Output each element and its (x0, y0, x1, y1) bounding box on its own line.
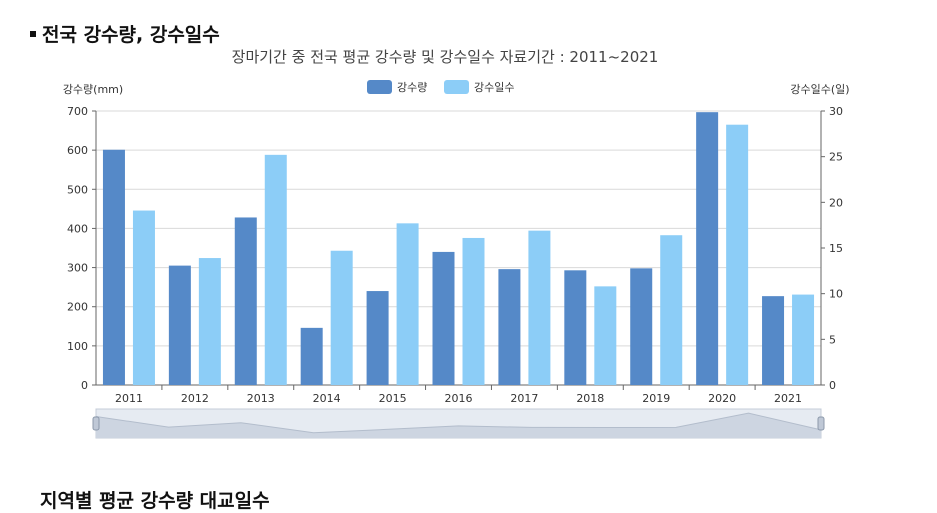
bar-precipitation-2017[interactable] (498, 269, 521, 385)
x-tick-label: 2021 (774, 392, 802, 405)
bar-rain-days-2016[interactable] (462, 237, 485, 385)
x-tick-label: 2011 (115, 392, 143, 405)
x-tick-label: 2012 (181, 392, 209, 405)
right-tick-label: 10 (829, 288, 843, 301)
x-tick-label: 2014 (313, 392, 341, 405)
right-tick-label: 30 (829, 105, 843, 118)
x-tick-label: 2015 (379, 392, 407, 405)
section-title: 전국 강수량, 강수일수 (30, 20, 220, 47)
slider-line (95, 412, 822, 434)
legend-swatch (367, 80, 392, 94)
bullet-icon (30, 30, 36, 37)
x-tick-label: 2018 (576, 392, 604, 405)
bar-precipitation-2012[interactable] (168, 265, 191, 385)
left-axis-title: 강수량(mm) (63, 83, 123, 96)
legend-label: 강수량 (397, 81, 427, 94)
bar-rain-days-2011[interactable] (132, 210, 155, 385)
chart-subtitle: 장마기간 중 전국 평균 강수량 및 강수일수 자료기간 : 2011~2021 (232, 48, 659, 66)
slider-handle-right[interactable] (817, 416, 825, 431)
bar-rain-days-2021[interactable] (792, 294, 815, 385)
right-axis-title: 강수일수(일) (790, 82, 849, 96)
bar-rain-days-2015[interactable] (396, 223, 419, 385)
bar-rain-days-2017[interactable] (528, 230, 551, 385)
left-tick-label: 700 (67, 105, 88, 118)
left-tick-label: 500 (67, 183, 88, 196)
left-tick-label: 300 (67, 262, 88, 275)
x-tick-label: 2017 (510, 392, 538, 405)
next-section-title: 지역별 평균 강수량 대교일수 (40, 490, 270, 512)
bar-rain-days-2018[interactable] (594, 286, 617, 385)
zoom-slider[interactable] (92, 408, 825, 439)
bar-rain-days-2014[interactable] (330, 250, 353, 385)
section-title-text: 전국 강수량, 강수일수 (42, 24, 220, 46)
right-tick-label: 20 (829, 196, 843, 209)
bar-rain-days-2013[interactable] (264, 154, 287, 385)
slider-handle-left[interactable] (92, 416, 100, 431)
left-tick-label: 600 (67, 144, 88, 157)
x-tick-label: 2016 (445, 392, 473, 405)
legend-label: 강수일수 (474, 80, 514, 94)
left-tick-label: 200 (67, 301, 88, 314)
bar-rain-days-2019[interactable] (660, 235, 683, 385)
legend[interactable]: 강수량 강수일수 (367, 80, 514, 94)
right-tick-label: 15 (829, 242, 843, 255)
x-tick-label: 2013 (247, 392, 275, 405)
right-tick-label: 5 (829, 333, 836, 346)
legend-swatch (444, 80, 469, 94)
bar-precipitation-2015[interactable] (366, 291, 389, 385)
bar-rain-days-2020[interactable] (726, 124, 749, 385)
bar-precipitation-2016[interactable] (432, 251, 455, 385)
bar-precipitation-2018[interactable] (564, 270, 587, 385)
bar-precipitation-2014[interactable] (300, 327, 323, 385)
bar-rain-days-2012[interactable] (198, 258, 221, 385)
legend-item-1[interactable]: 강수일수 (444, 80, 514, 94)
x-tick-label: 2020 (708, 392, 736, 405)
bar-precipitation-2019[interactable] (630, 268, 653, 385)
axes-group: 0 100 200 300 400 500 600 700 0 5 10 15 20 25 30 2011 20… (67, 105, 843, 405)
bar-precipitation-2021[interactable] (762, 296, 785, 385)
slider-area (96, 413, 821, 438)
left-tick-label: 0 (81, 379, 88, 392)
right-tick-label: 25 (829, 151, 843, 164)
bars-group (102, 112, 815, 385)
left-tick-label: 100 (67, 340, 88, 353)
bar-precipitation-2013[interactable] (234, 217, 257, 385)
x-tick-label: 2019 (642, 392, 670, 405)
right-tick-label: 0 (829, 379, 836, 392)
legend-item-0[interactable]: 강수량 (367, 80, 427, 94)
left-tick-label: 400 (67, 222, 88, 235)
bar-precipitation-2011[interactable] (102, 149, 125, 385)
bar-precipitation-2020[interactable] (696, 112, 719, 385)
precipitation-chart: 장마기간 중 전국 평균 강수량 및 강수일수 자료기간 : 2011~2021… (63, 48, 850, 439)
